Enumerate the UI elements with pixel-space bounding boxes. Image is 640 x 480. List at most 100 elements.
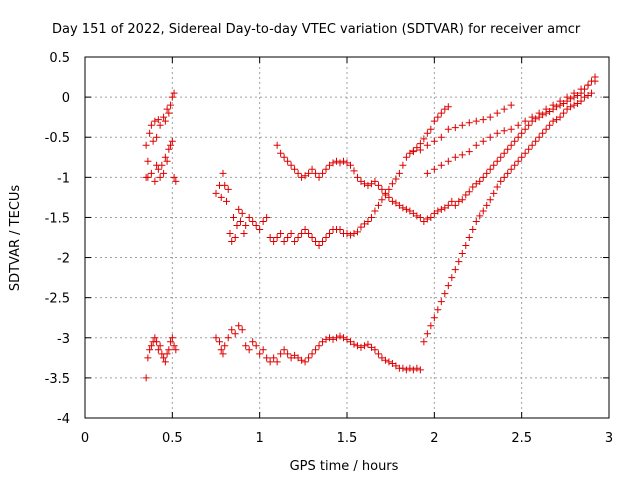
data-point xyxy=(142,141,150,149)
data-point xyxy=(231,234,239,241)
data-point xyxy=(154,116,162,124)
data-point xyxy=(437,205,445,213)
data-point xyxy=(413,212,421,220)
data-point xyxy=(144,354,152,362)
data-point xyxy=(154,346,162,354)
data-point xyxy=(406,364,414,372)
series-track-4 xyxy=(409,77,599,177)
data-point xyxy=(301,225,309,233)
data-point xyxy=(147,342,155,350)
data-point xyxy=(273,358,281,366)
y-tick-label: -1 xyxy=(57,171,70,186)
data-point xyxy=(423,215,431,223)
data-point xyxy=(284,350,292,358)
data-point xyxy=(437,298,445,306)
data-point xyxy=(153,133,161,141)
data-point xyxy=(444,282,452,290)
y-tick-label: -1.5 xyxy=(45,211,70,226)
data-point xyxy=(146,129,154,137)
data-point xyxy=(312,346,320,354)
data-point xyxy=(298,229,306,237)
data-point xyxy=(301,358,309,366)
data-point xyxy=(514,121,522,129)
data-point xyxy=(172,346,180,354)
data-point xyxy=(451,266,459,274)
data-point xyxy=(577,85,585,93)
data-point xyxy=(336,225,344,233)
data-point xyxy=(343,229,351,237)
data-point xyxy=(360,342,368,350)
data-point xyxy=(219,169,227,177)
data-point xyxy=(504,169,512,177)
data-point xyxy=(142,374,150,382)
data-point xyxy=(479,173,487,181)
data-point xyxy=(256,350,264,358)
data-point xyxy=(493,129,501,137)
data-point xyxy=(229,213,237,221)
data-point xyxy=(430,117,438,125)
series-track-3 xyxy=(273,73,599,225)
data-point xyxy=(319,238,327,246)
data-point xyxy=(416,213,424,221)
data-point xyxy=(378,185,386,193)
data-point xyxy=(217,346,225,354)
data-point xyxy=(458,196,466,204)
data-point xyxy=(511,161,519,169)
data-point xyxy=(448,197,456,205)
data-point xyxy=(249,217,257,225)
data-point xyxy=(336,332,344,340)
data-point xyxy=(476,212,484,220)
data-point xyxy=(385,358,393,366)
data-point xyxy=(167,338,175,346)
data-point xyxy=(413,364,421,372)
data-point xyxy=(353,342,361,350)
data-point xyxy=(233,221,241,229)
data-point xyxy=(322,234,330,241)
data-point xyxy=(170,173,178,181)
data-point xyxy=(336,159,344,167)
data-point xyxy=(444,125,452,133)
data-point xyxy=(388,197,396,205)
data-point xyxy=(280,238,288,246)
data-point xyxy=(221,342,229,350)
data-point xyxy=(451,124,459,132)
data-point xyxy=(532,115,540,123)
data-point xyxy=(294,169,302,177)
data-points xyxy=(142,73,599,382)
data-point xyxy=(437,161,445,169)
x-tick-label: 2.5 xyxy=(511,431,532,446)
data-point xyxy=(535,109,543,117)
data-point xyxy=(472,141,480,149)
data-point xyxy=(270,354,278,362)
data-point xyxy=(528,113,536,121)
data-point xyxy=(441,290,449,298)
data-point xyxy=(242,342,250,350)
data-point xyxy=(532,137,540,145)
data-point xyxy=(305,229,313,237)
y-tick-label: -0.5 xyxy=(45,131,70,146)
data-point xyxy=(514,157,522,165)
data-point xyxy=(546,121,554,129)
data-point xyxy=(451,201,459,209)
data-point xyxy=(367,213,375,221)
data-point xyxy=(287,161,295,169)
data-point xyxy=(280,153,288,161)
data-point xyxy=(144,157,152,165)
data-point xyxy=(465,234,473,241)
data-point xyxy=(493,109,501,117)
data-point xyxy=(518,153,526,161)
data-point xyxy=(249,338,257,346)
data-point xyxy=(245,213,253,221)
data-point xyxy=(416,140,424,148)
data-point xyxy=(322,165,330,173)
data-point xyxy=(553,103,561,111)
data-point xyxy=(259,217,267,225)
y-tick-label: 0.5 xyxy=(49,51,70,66)
data-point xyxy=(305,169,313,177)
data-point xyxy=(409,366,417,374)
data-point xyxy=(151,117,159,125)
data-point xyxy=(329,159,337,167)
data-point xyxy=(374,350,382,358)
data-point xyxy=(514,133,522,141)
data-point xyxy=(294,234,302,241)
